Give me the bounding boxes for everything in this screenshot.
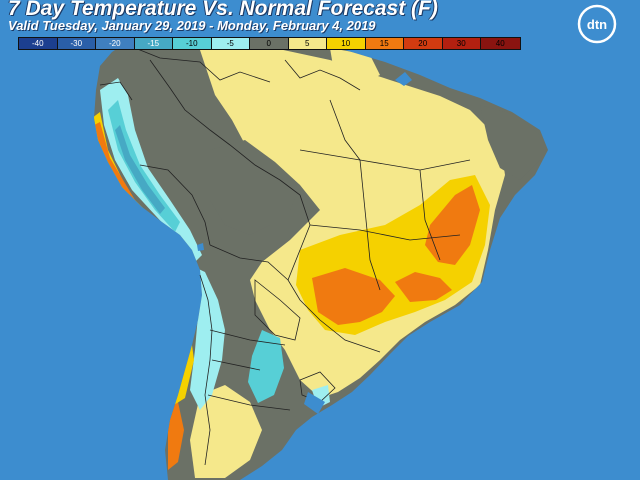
border-brazil-west — [149, 59, 381, 353]
border-ecuador — [99, 81, 133, 101]
border-bolivia-south — [209, 244, 289, 281]
border-paraguay — [254, 279, 301, 341]
near-normal-central — [210, 140, 300, 235]
warm-anomaly-15-east — [425, 185, 480, 265]
cool-anomaly-15-andes — [115, 125, 165, 214]
legend-swatch: -20 — [96, 38, 135, 49]
color-legend: -40 -30 -20 -15 -10 -5 0 5 10 15 20 30 40 — [18, 37, 521, 50]
legend-swatch: 15 — [365, 38, 404, 49]
cool-anomaly-10-andes — [108, 100, 180, 232]
anomaly-shading — [94, 45, 540, 478]
dtn-logo-text: dtn — [587, 17, 607, 32]
warm-anomaly-5-south — [190, 385, 262, 478]
border-brazil-states-5 — [329, 99, 361, 161]
border-uruguay — [299, 371, 336, 403]
warm-anomaly-15-west — [312, 268, 395, 325]
border-guianas — [284, 59, 361, 91]
border-brazil-states-1 — [299, 149, 471, 171]
legend-swatch: -40 — [19, 38, 58, 49]
map-title: 7 Day Temperature Vs. Normal Forecast (F… — [8, 0, 438, 20]
dtn-logo: dtn — [577, 4, 617, 44]
near-normal-northeast — [480, 105, 540, 180]
rio-de-la-plata — [304, 392, 325, 414]
border-colombia-venezuela — [134, 47, 271, 83]
warm-anomaly-15-chile — [168, 402, 184, 470]
legend-swatch: 10 — [327, 38, 366, 49]
legend-swatch: 5 — [288, 38, 327, 49]
legend-swatch: 30 — [442, 38, 481, 49]
border-brazil-states-2 — [359, 159, 381, 291]
border-argentina-chile — [199, 274, 213, 466]
map-subtitle: Valid Tuesday, January 29, 2019 - Monday… — [8, 18, 376, 33]
warm-anomaly-5-north — [330, 48, 380, 85]
legend-swatch: 20 — [404, 38, 443, 49]
border-brazil-states-3 — [419, 169, 441, 261]
legend-swatch: -10 — [173, 38, 212, 49]
dtn-logo-ring — [577, 4, 617, 44]
legend-swatch: -30 — [57, 38, 96, 49]
legend-swatch: 40 — [481, 38, 520, 49]
lake-titicaca — [197, 243, 204, 251]
land-mass — [94, 38, 548, 480]
warm-anomaly-5-area — [200, 45, 505, 398]
border-argentina-provinces — [207, 329, 291, 411]
cool-anomaly-5-andes-north — [100, 78, 202, 262]
legend-swatch: -5 — [211, 38, 250, 49]
border-peru-bolivia — [139, 164, 211, 246]
cool-anomaly-10-argentina — [248, 330, 284, 403]
legend-swatch: 0 — [250, 38, 289, 49]
border-brazil-states-4 — [309, 224, 461, 241]
country-borders — [99, 47, 471, 466]
warm-anomaly-15-southeast — [395, 272, 452, 302]
amazon-river-mouth — [395, 72, 412, 86]
legend-swatch: -15 — [134, 38, 173, 49]
